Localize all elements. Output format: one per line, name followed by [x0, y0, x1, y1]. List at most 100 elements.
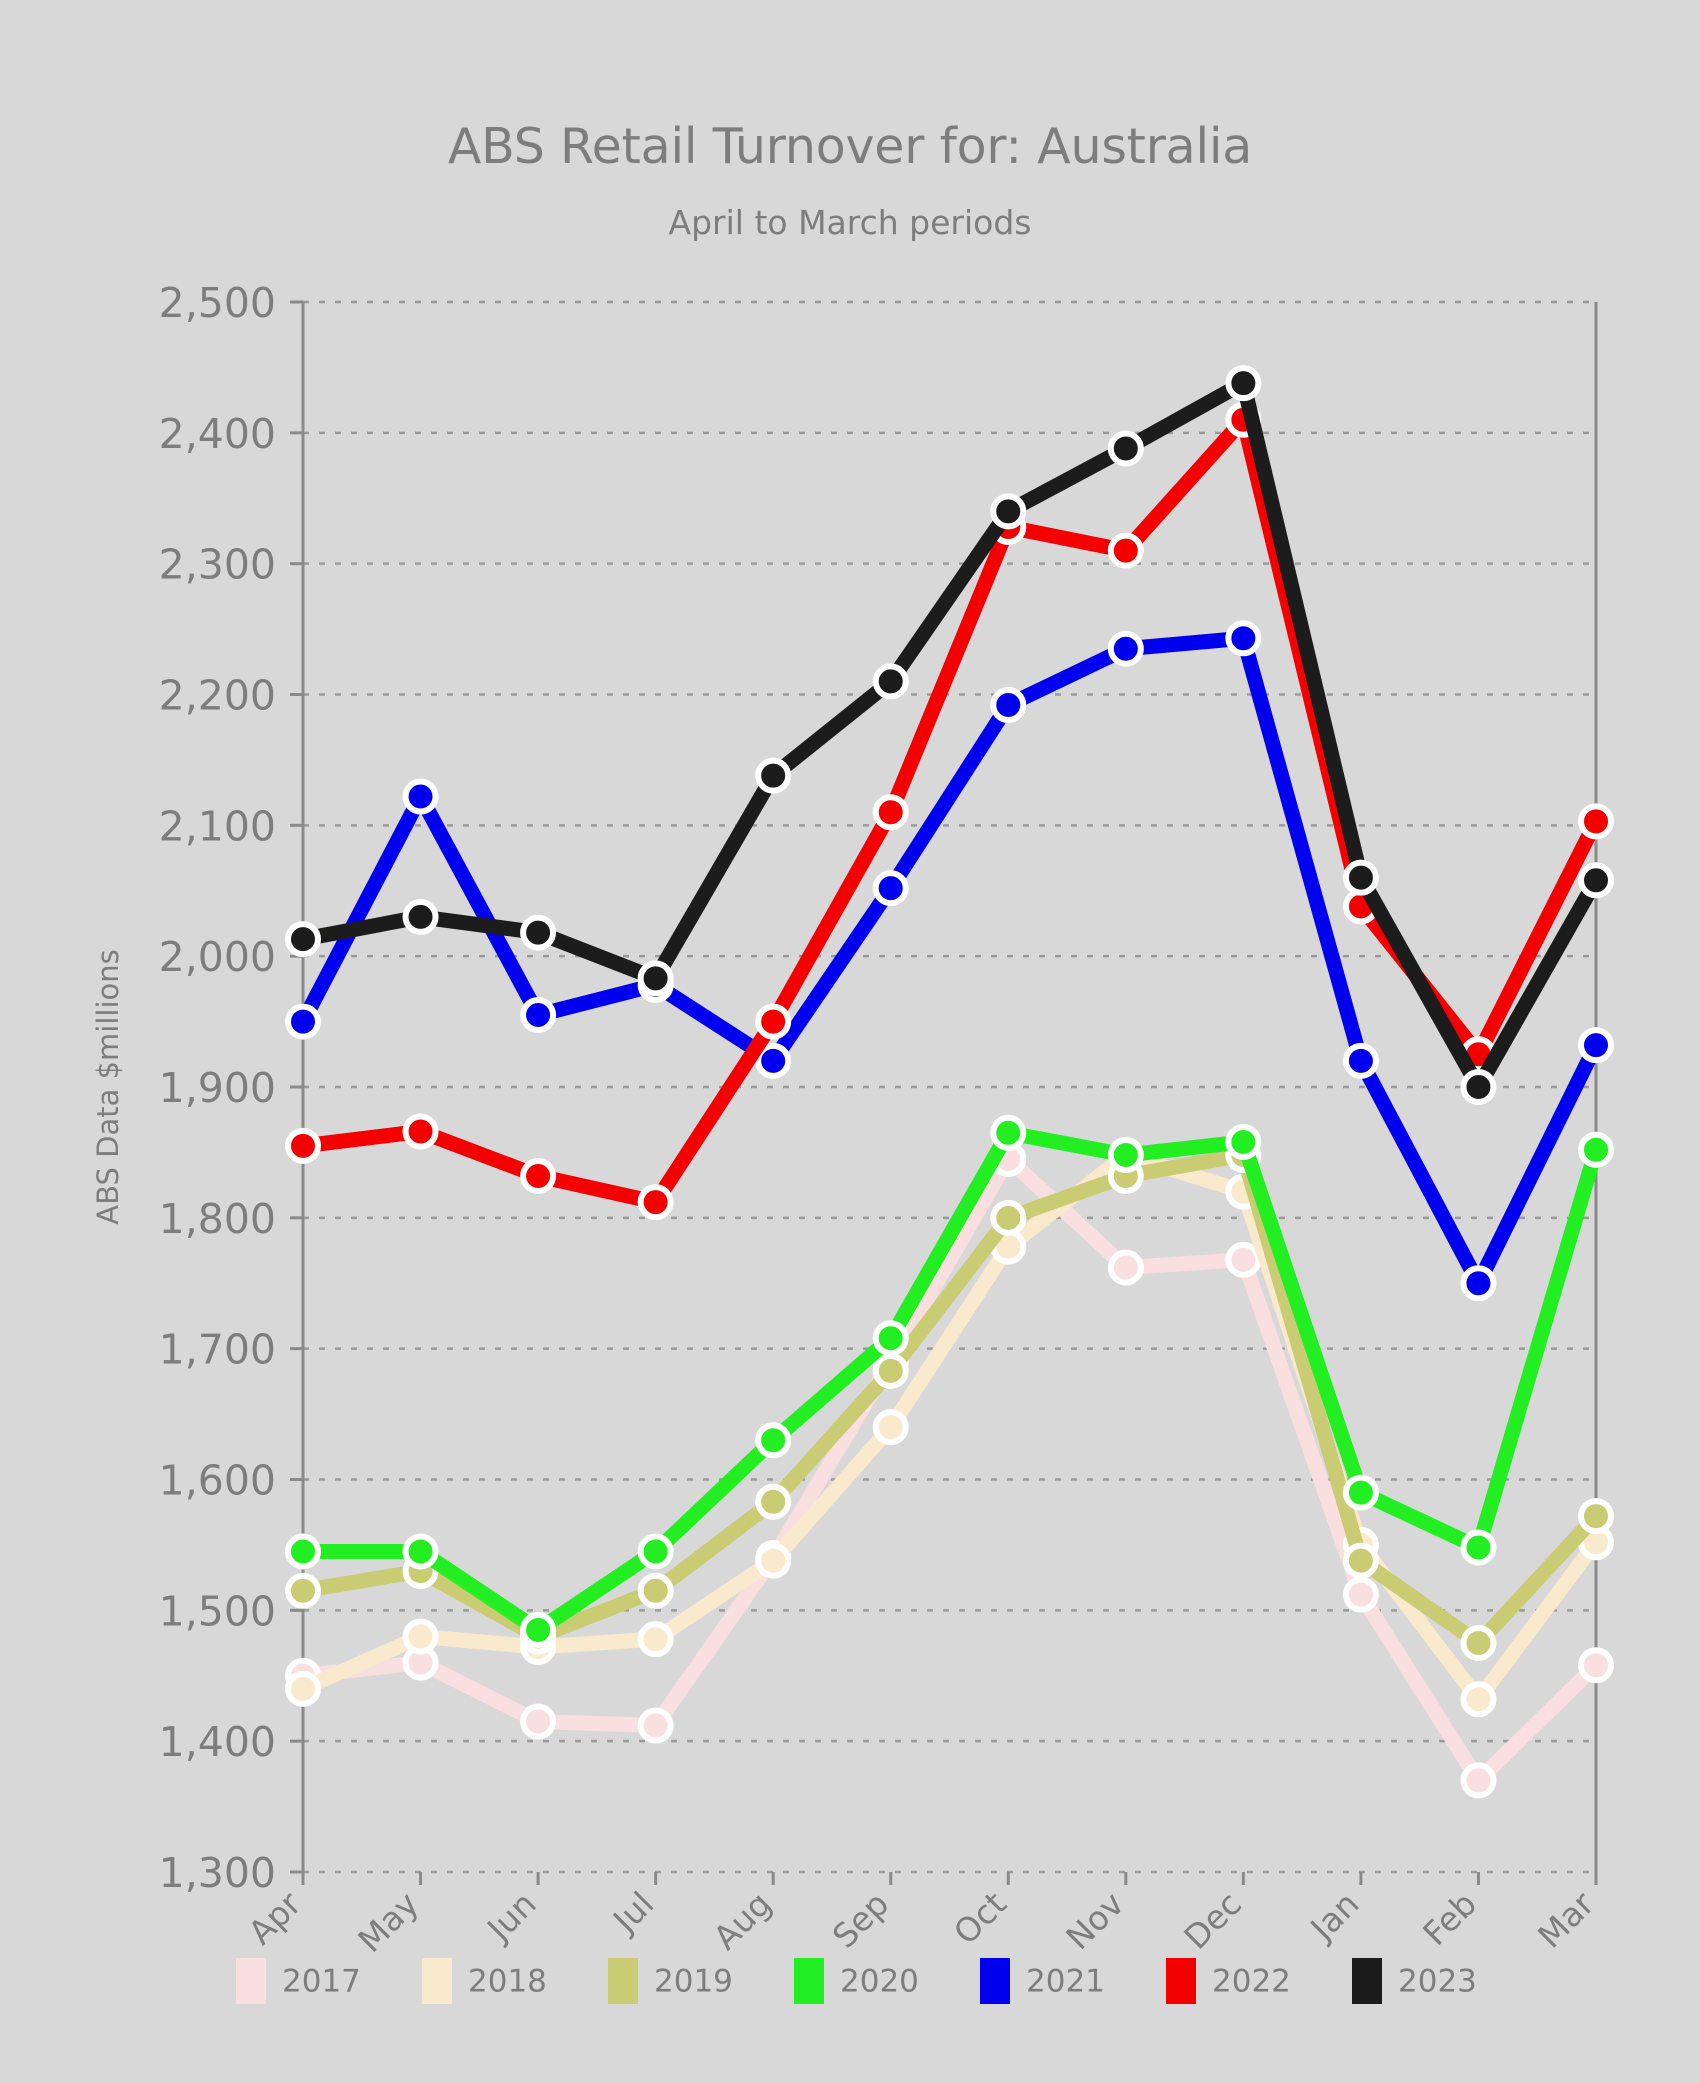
legend-item-2022[interactable]: 2022 — [1166, 1958, 1291, 2004]
data-point-marker — [1460, 1681, 1497, 1718]
y-axis-tick-label: 2,200 — [159, 672, 276, 720]
data-point-marker — [520, 997, 557, 1034]
y-axis-tick-label: 1,500 — [159, 1587, 276, 1635]
data-point-marker — [1460, 1265, 1497, 1302]
chart-subtitle: April to March periods — [668, 203, 1032, 242]
x-axis-tick-label: Dec — [1176, 1884, 1249, 1957]
data-point-marker — [990, 493, 1027, 530]
legend-item-2018[interactable]: 2018 — [422, 1958, 547, 2004]
y-axis-tick-label: 2,100 — [159, 802, 276, 850]
axis-lines — [290, 300, 1598, 1885]
series-line — [295, 1151, 1604, 1788]
legend-item-2021[interactable]: 2021 — [980, 1958, 1105, 2004]
series-line — [295, 375, 1604, 1095]
y-axis-title-text: ABS Data $millions — [91, 949, 125, 1224]
data-point-marker — [637, 1184, 674, 1221]
data-point-marker — [872, 1352, 909, 1389]
x-axis-tick-label: Oct — [946, 1884, 1014, 1952]
data-point-marker — [285, 1572, 321, 1609]
data-series-layer — [285, 365, 1614, 1799]
data-point-marker — [1460, 1625, 1497, 1662]
data-point-marker — [520, 914, 557, 951]
legend-label: 2017 — [282, 1964, 361, 2000]
y-axis-title: ABS Data $millions — [91, 949, 125, 1224]
data-point-marker — [520, 1157, 557, 1194]
legend-item-2020[interactable]: 2020 — [794, 1958, 919, 2004]
y-axis-tick-label: 1,800 — [159, 1195, 276, 1243]
legend-item-2023[interactable]: 2023 — [1352, 1958, 1477, 2004]
x-axis-tick-labels: Apr May Jun Jul Aug Sep Oct Nov Dec Jan Feb Mar — [241, 1884, 1602, 1960]
data-point-marker — [1342, 1042, 1379, 1079]
data-point-marker — [402, 778, 439, 815]
grid-lines — [303, 300, 1596, 1874]
data-point-marker — [285, 1127, 321, 1164]
legend-label: 2023 — [1398, 1964, 1477, 2000]
data-point-marker — [1578, 1498, 1614, 1535]
data-point-marker — [872, 870, 909, 907]
data-point-marker — [285, 1003, 321, 1040]
x-axis-tick-label: Feb — [1415, 1884, 1484, 1953]
data-point-marker — [1107, 1249, 1144, 1286]
legend-swatch — [980, 1958, 1010, 2004]
series-line — [295, 412, 1604, 1210]
data-point-marker — [1578, 1647, 1614, 1684]
data-point-marker — [990, 686, 1027, 723]
y-axis-tick-label: 1,600 — [159, 1457, 276, 1505]
y-axis-tick-label: 2,500 — [159, 279, 276, 327]
x-axis-tick-label: Nov — [1058, 1884, 1131, 1957]
data-point-marker — [1578, 862, 1614, 899]
data-point-marker — [1578, 1131, 1614, 1168]
data-point-marker — [755, 1003, 792, 1040]
legend-item-2017[interactable]: 2017 — [236, 1958, 361, 2004]
data-point-marker — [1107, 1137, 1144, 1174]
data-point-marker — [872, 1320, 909, 1357]
data-point-marker — [755, 1422, 792, 1459]
data-point-marker — [1342, 859, 1379, 896]
data-point-marker — [1460, 1069, 1497, 1105]
data-point-marker — [1107, 532, 1144, 569]
data-point-marker — [520, 1703, 557, 1740]
legend-label: 2018 — [468, 1964, 547, 2000]
legend-swatch — [1352, 1958, 1382, 2004]
data-point-marker — [755, 1483, 792, 1520]
legend-swatch — [236, 1958, 266, 2004]
legend-item-2019[interactable]: 2019 — [608, 1958, 733, 2004]
series-line — [295, 630, 1604, 1291]
data-point-marker — [990, 1199, 1027, 1236]
data-point-marker — [872, 1409, 909, 1446]
data-point-marker — [1460, 1529, 1497, 1566]
legend-label: 2022 — [1212, 1964, 1291, 2000]
data-point-marker — [1342, 1542, 1379, 1579]
y-axis-tick-label: 2,000 — [159, 933, 276, 981]
data-point-marker — [637, 1533, 674, 1570]
series-2022 — [285, 401, 1614, 1221]
data-point-marker — [637, 1572, 674, 1609]
x-axis-tick-label: Jul — [604, 1884, 661, 1941]
data-point-marker — [1578, 1027, 1614, 1064]
data-point-marker — [1225, 1123, 1262, 1160]
x-axis-tick-label: Jun — [478, 1884, 543, 1949]
data-point-marker — [755, 757, 792, 794]
y-axis-tick-labels: 1,300 1,400 1,500 1,600 1,700 1,800 1,900 2,000… — [159, 279, 276, 1897]
data-point-marker — [1225, 365, 1262, 402]
data-point-marker — [520, 1611, 557, 1648]
data-point-marker — [1342, 1474, 1379, 1511]
data-point-marker — [872, 663, 909, 700]
series-line — [295, 1125, 1604, 1638]
data-point-marker — [1225, 1241, 1262, 1278]
y-axis-tick-label: 1,300 — [159, 1849, 276, 1897]
data-point-marker — [755, 1542, 792, 1579]
data-point-marker — [1107, 430, 1144, 467]
legend-swatch — [422, 1958, 452, 2004]
data-point-marker — [637, 960, 674, 997]
x-axis-tick-label: Mar — [1530, 1884, 1602, 1956]
data-point-marker — [872, 794, 909, 831]
data-point-marker — [1225, 620, 1262, 657]
data-point-marker — [402, 1618, 439, 1655]
data-point-marker — [402, 1113, 439, 1150]
x-axis-tick-label: May — [350, 1884, 426, 1960]
data-point-marker — [285, 921, 321, 958]
data-point-marker — [285, 1670, 321, 1707]
data-point-marker — [990, 1114, 1027, 1151]
